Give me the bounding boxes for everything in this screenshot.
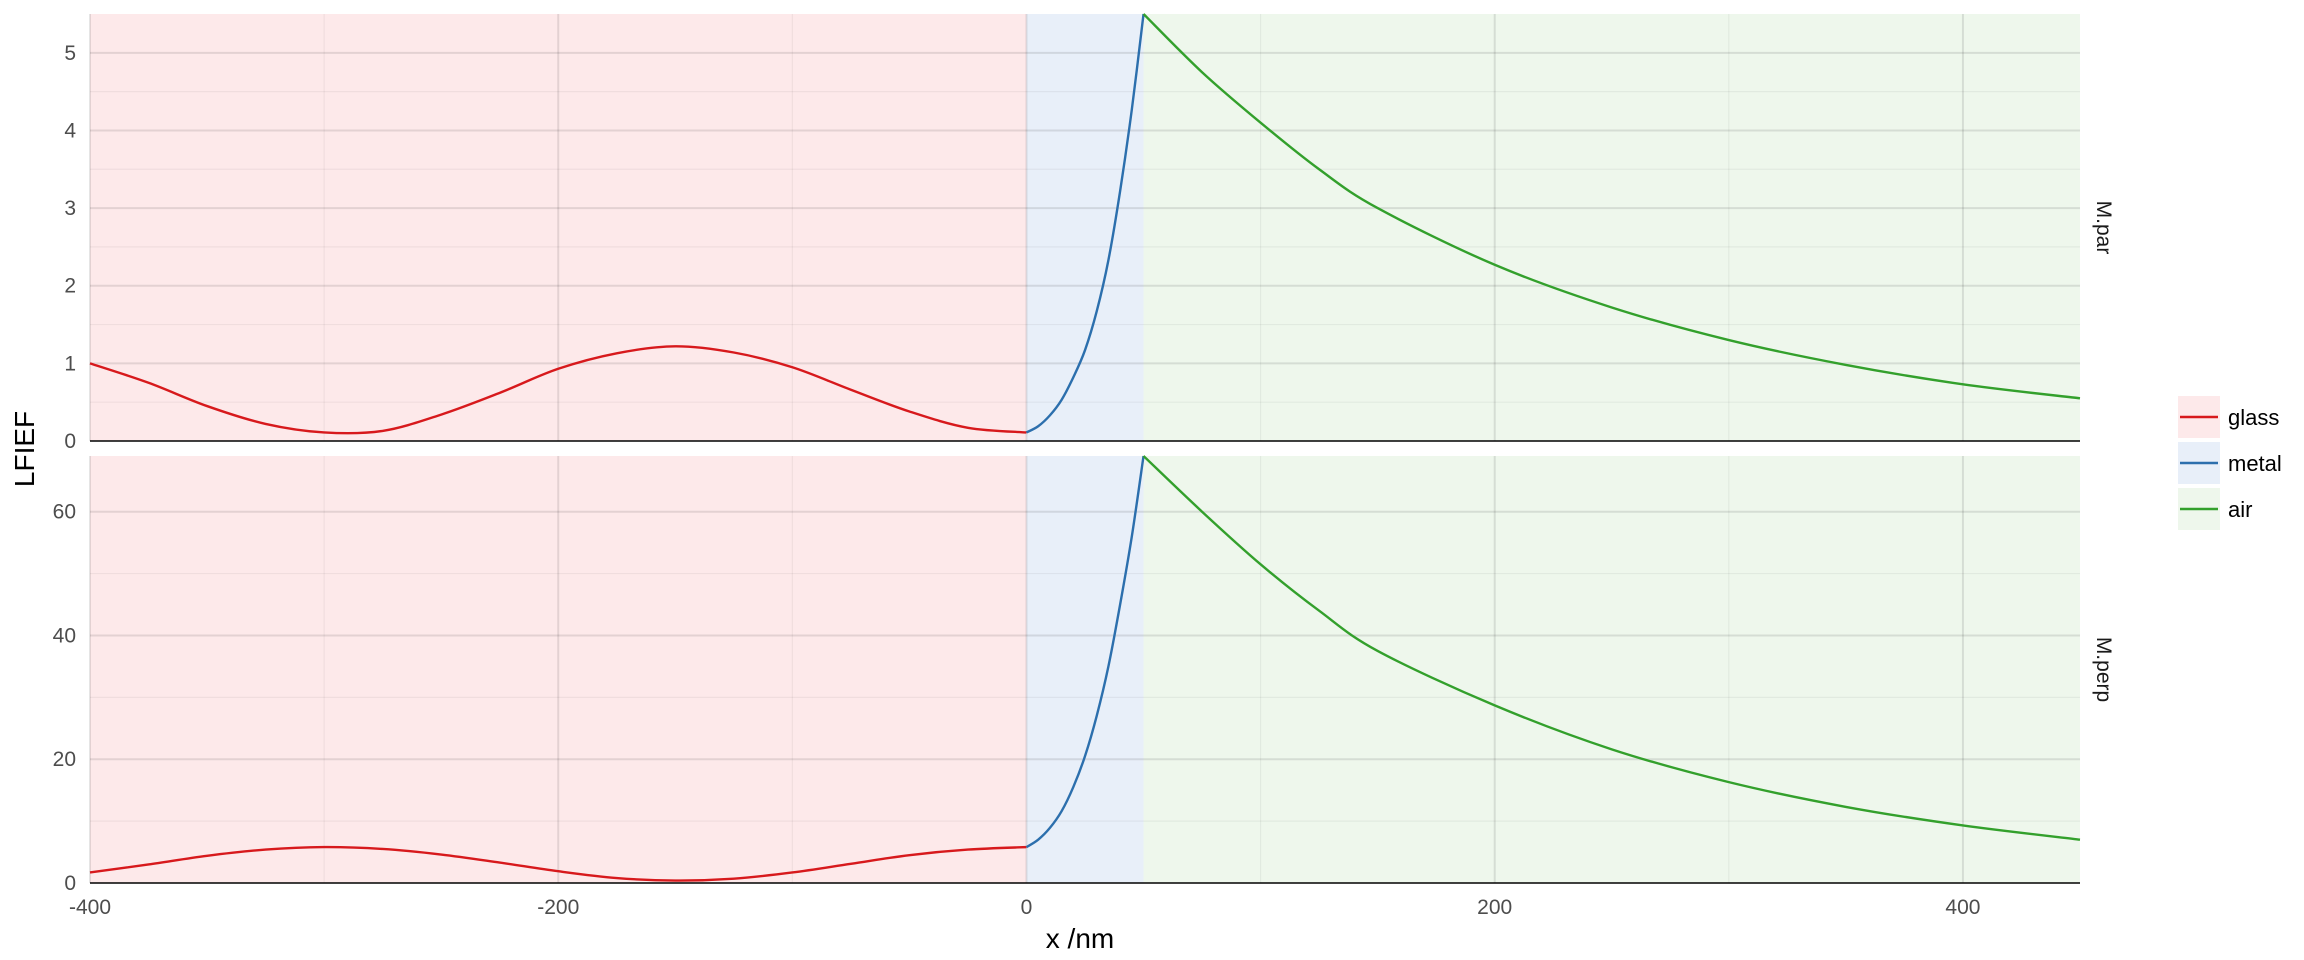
- x-axis-ticks: -400 -200 0 200 400: [69, 896, 1980, 919]
- panel-1: 0 1 2 3 4 5 M.par: [64, 13, 2115, 453]
- region-band-glass: [90, 456, 1027, 883]
- panels-layer: 0 1 2 3 4 5 M.par 0 20 40 60 M.perp -400 -200 0 200 400: [53, 13, 2115, 919]
- y-tick-label: 0: [64, 872, 76, 895]
- legend: glass metal air: [2178, 396, 2282, 530]
- legend-label: air: [2228, 497, 2252, 522]
- x-axis-title: x /nm: [1046, 923, 1114, 954]
- region-band-air: [1143, 456, 2080, 883]
- panel-strip-label: M.perp: [2092, 637, 2115, 702]
- y-tick-label: 5: [64, 42, 76, 65]
- series-line-glass: [89, 845, 1027, 882]
- x-tick-label: 0: [1021, 896, 1033, 919]
- series-line-air: [1142, 455, 2081, 841]
- y-tick-label: 2: [64, 275, 76, 298]
- y-tick-label: 0: [64, 430, 76, 453]
- y-tick-label: 4: [64, 119, 76, 142]
- y-tick-label: 60: [53, 501, 76, 524]
- region-band-metal: [1026, 456, 1144, 883]
- x-tick-label: -200: [537, 896, 579, 919]
- y-axis-title: LFIEF: [9, 411, 40, 487]
- x-tick-label: 400: [1945, 896, 1980, 919]
- region-band-metal: [1026, 14, 1144, 441]
- series-line-air: [1142, 13, 2081, 400]
- legend-item-glass: glass: [2178, 396, 2279, 438]
- x-tick-label: -400: [69, 896, 111, 919]
- legend-item-air: air: [2178, 488, 2252, 530]
- legend-label: glass: [2228, 405, 2279, 430]
- x-tick-label: 200: [1477, 896, 1512, 919]
- y-tick-label: 1: [64, 352, 76, 375]
- y-tick-label: 40: [53, 624, 76, 647]
- series-line-metal: [1025, 13, 1145, 434]
- region-band-air: [1143, 14, 2080, 441]
- y-tick-label: 20: [53, 748, 76, 771]
- panel-strip-label: M.par: [2092, 201, 2115, 255]
- series-line-metal: [1025, 455, 1145, 849]
- panel-2: 0 20 40 60 M.perp: [53, 455, 2115, 895]
- legend-label: metal: [2228, 451, 2282, 476]
- series-line-glass: [89, 345, 1027, 435]
- legend-item-metal: metal: [2178, 442, 2282, 484]
- y-tick-label: 3: [64, 197, 76, 220]
